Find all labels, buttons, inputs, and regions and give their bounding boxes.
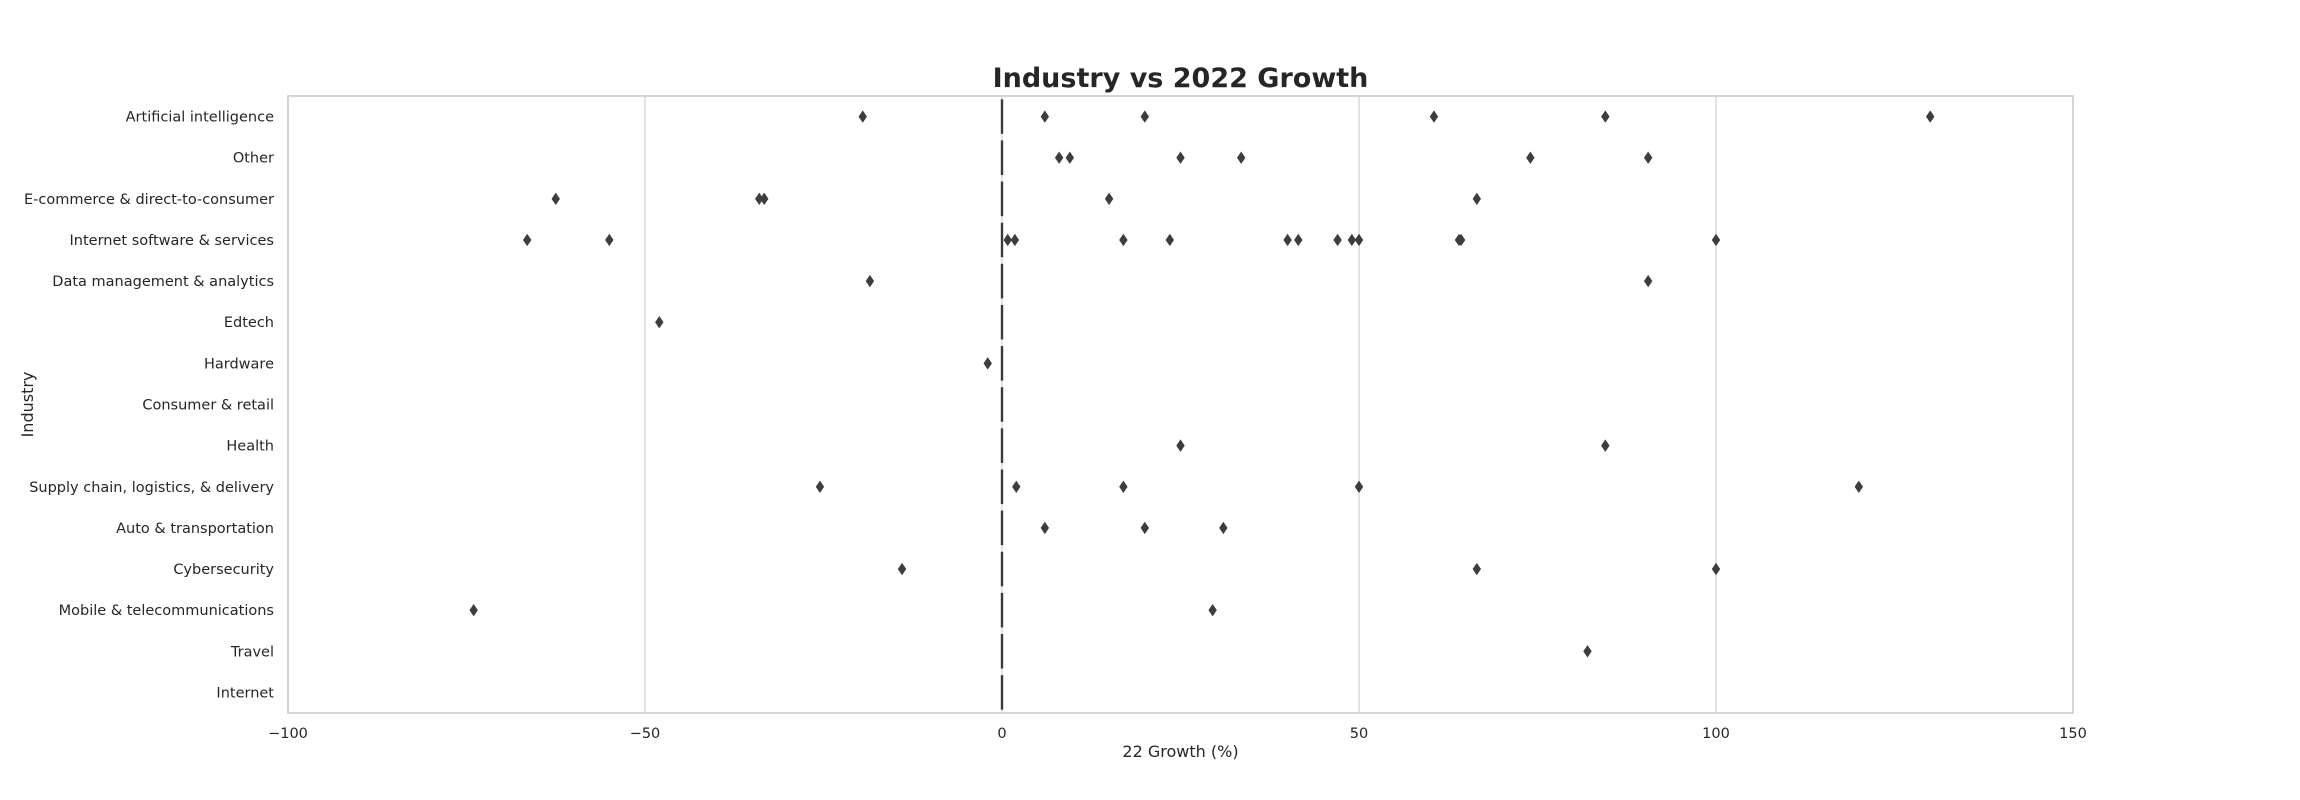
outlier-point <box>1583 645 1592 658</box>
chart-title: Industry vs 2022 Growth <box>993 63 1369 94</box>
outlier-point <box>983 357 992 370</box>
outlier-point <box>1472 192 1482 206</box>
outlier-point <box>469 603 478 617</box>
x-tick-label: 150 <box>2059 726 2087 742</box>
outlier-point <box>1643 274 1653 288</box>
outlier-point <box>1354 480 1364 493</box>
y-tick-label: Internet <box>216 685 274 701</box>
y-tick-label: Hardware <box>204 356 274 372</box>
outlier-point <box>865 274 875 288</box>
outlier-point <box>858 110 867 123</box>
outlier-point <box>1040 110 1050 123</box>
y-tick-label: Edtech <box>224 315 274 331</box>
grid-lines <box>287 96 2074 713</box>
x-tick-label: −50 <box>630 726 661 742</box>
outlier-point <box>551 192 560 206</box>
outlier-point <box>1711 562 1721 576</box>
outlier-point <box>1333 233 1342 247</box>
outlier-point <box>1040 521 1050 535</box>
outlier-point <box>1236 151 1246 164</box>
outlier-point <box>1208 603 1217 617</box>
x-axis-label: 22 Growth (%) <box>1122 742 1238 761</box>
y-tick-labels: Artificial intelligence Other E-commerce &… <box>24 110 274 702</box>
outlier-point <box>1854 480 1863 493</box>
outlier-point <box>1601 110 1610 123</box>
outlier-point <box>605 233 614 247</box>
y-tick-label: Auto & transportation <box>116 521 274 537</box>
outlier-point <box>1472 562 1482 576</box>
outlier-point <box>1347 233 1357 247</box>
outlier-point <box>1294 233 1303 247</box>
outlier-point <box>1010 233 1020 247</box>
outlier-point <box>1065 151 1075 164</box>
y-tick-label: Consumer & retail <box>142 398 274 414</box>
y-tick-label: Health <box>226 439 274 455</box>
y-axis-label: Industry <box>18 372 37 438</box>
outlier-point <box>1526 151 1535 164</box>
y-tick-label: Supply chain, logistics, & delivery <box>29 480 274 496</box>
outlier-point <box>1601 439 1610 452</box>
x-tick-labels: −100 −50 0 50 100 150 <box>268 726 2087 742</box>
outlier-point <box>897 562 907 576</box>
outlier-point <box>1176 439 1185 452</box>
x-tick-label: 0 <box>997 726 1006 742</box>
outlier-point <box>1176 151 1185 164</box>
outlier-point <box>1354 233 1364 247</box>
x-tick-label: −100 <box>268 726 308 742</box>
y-tick-label: Mobile & telecommunications <box>59 603 274 619</box>
y-tick-label: E-commerce & direct-to-consumer <box>24 192 274 208</box>
y-tick-label: Data management & analytics <box>52 274 274 290</box>
outlier-point <box>1003 233 1012 247</box>
outlier-point <box>1926 110 1935 123</box>
outlier-point <box>1012 480 1021 493</box>
y-tick-label: Artificial intelligence <box>126 110 274 126</box>
outlier-point <box>1711 233 1721 247</box>
x-tick-label: 100 <box>1702 726 1730 742</box>
outlier-point <box>655 316 664 329</box>
outlier-point <box>1140 521 1149 535</box>
outlier-point <box>1643 151 1653 164</box>
outlier-point <box>760 192 769 206</box>
y-tick-label: Other <box>233 151 274 167</box>
outlier-point <box>1429 110 1439 123</box>
outlier-point <box>1165 233 1174 247</box>
plot-frame <box>287 95 2074 714</box>
outlier-point <box>1140 110 1149 123</box>
outlier-point <box>1219 521 1228 535</box>
outlier-point <box>1119 480 1128 493</box>
y-tick-label: Cybersecurity <box>173 562 274 578</box>
outlier-markers <box>469 110 1935 658</box>
y-tick-label: Travel <box>230 644 274 660</box>
outlier-point <box>1456 233 1466 247</box>
outlier-point <box>1119 233 1128 247</box>
outlier-point <box>755 192 764 206</box>
y-tick-label: Internet software & services <box>70 233 274 249</box>
outlier-point <box>1104 192 1114 206</box>
outlier-point <box>815 480 825 493</box>
outlier-point <box>1283 233 1292 247</box>
x-tick-label: 50 <box>1350 726 1368 742</box>
outlier-point <box>522 233 532 247</box>
outlier-point <box>1054 151 1064 164</box>
